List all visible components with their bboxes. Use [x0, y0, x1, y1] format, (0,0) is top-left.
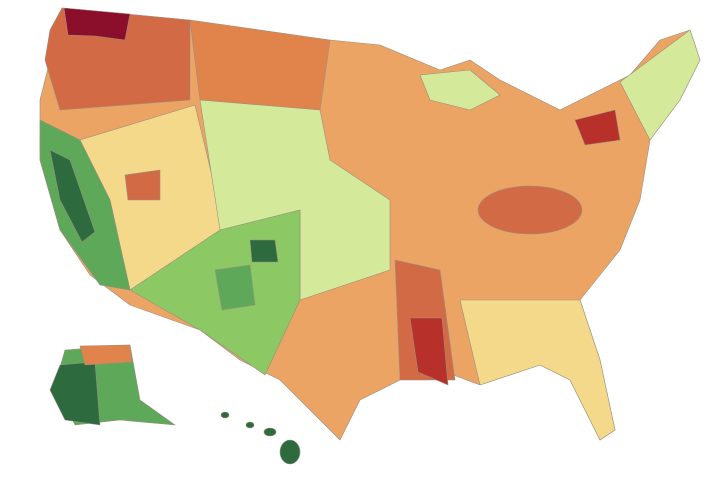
hawaii-island [220, 411, 230, 419]
region-rockies-north [189, 19, 331, 111]
region-puget [63, 7, 131, 41]
region-northeast [619, 29, 701, 141]
region-alaska-west [49, 361, 101, 426]
region-appalachia [477, 185, 583, 235]
region-new-york [574, 109, 621, 146]
hawaii-island [263, 427, 277, 437]
region-wyoming [124, 169, 161, 201]
region-new-mexico [214, 264, 256, 311]
region-michigan [419, 69, 501, 111]
hawaii-island [245, 421, 255, 429]
region-delta [409, 317, 449, 386]
region-southwest-core [249, 239, 279, 263]
region-alaska-north [79, 344, 133, 366]
hawaii-island [279, 439, 301, 465]
region-southeast [459, 299, 616, 441]
region-california-core [49, 149, 96, 243]
